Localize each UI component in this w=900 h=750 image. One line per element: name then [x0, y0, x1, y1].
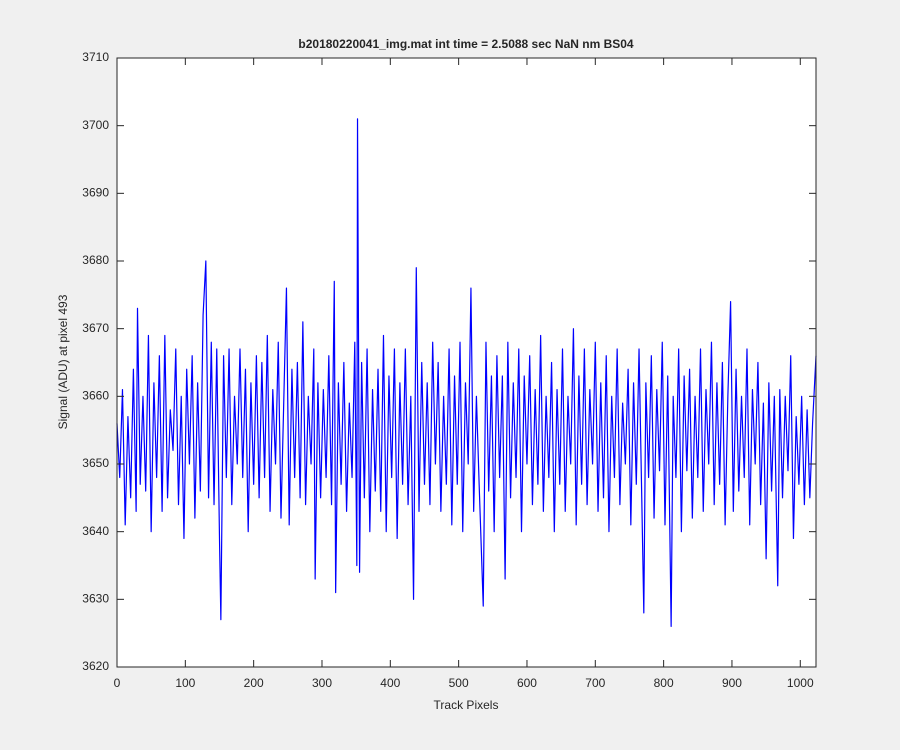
x-tick-label: 400 [380, 676, 400, 690]
x-tick-label: 900 [722, 676, 742, 690]
x-tick-label: 200 [244, 676, 264, 690]
y-tick-label: 3710 [82, 50, 109, 64]
plot-area [117, 58, 816, 667]
chart-title: b20180220041_img.mat int time = 2.5088 s… [298, 37, 634, 51]
plot [116, 118, 817, 627]
x-axis-label: Track Pixels [434, 698, 499, 712]
x-tick-label: 100 [175, 676, 195, 690]
x-tick-label: 0 [114, 676, 121, 690]
y-tick-label: 3640 [82, 524, 109, 538]
y-axis-label: Signal (ADU) at pixel 493 [56, 294, 70, 429]
data-line [116, 118, 817, 627]
x-tick-label: 500 [449, 676, 469, 690]
y-tick-label: 3660 [82, 389, 109, 403]
y-tick-label: 3700 [82, 118, 109, 132]
x-tick-label: 800 [654, 676, 674, 690]
x-tick-label: 600 [517, 676, 537, 690]
axes-box [116, 57, 817, 668]
x-tick-label: 700 [585, 676, 605, 690]
y-tick-label: 3620 [82, 659, 109, 673]
y-tick-label: 3650 [82, 456, 109, 470]
y-tick-label: 3670 [82, 321, 109, 335]
y-tick-label: 3630 [82, 592, 109, 606]
y-tick-label: 3690 [82, 186, 109, 200]
y-tick-label: 3680 [82, 253, 109, 267]
x-tick-label: 300 [312, 676, 332, 690]
x-tick-label: 1000 [787, 676, 814, 690]
